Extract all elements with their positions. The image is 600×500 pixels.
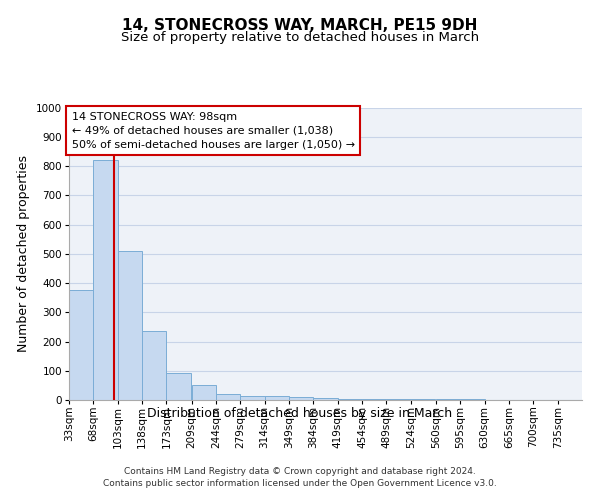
Text: 14 STONECROSS WAY: 98sqm
← 49% of detached houses are smaller (1,038)
50% of sem: 14 STONECROSS WAY: 98sqm ← 49% of detach… (71, 112, 355, 150)
Text: Size of property relative to detached houses in March: Size of property relative to detached ho… (121, 31, 479, 44)
Bar (386, 399, 411, 400)
Bar (142, 332, 166, 400)
Bar (362, 399, 386, 400)
Text: Distribution of detached houses by size in March: Distribution of detached houses by size … (148, 408, 452, 420)
Bar (240, 396, 265, 400)
Bar (289, 397, 313, 400)
Bar (313, 398, 338, 400)
Bar (338, 398, 362, 400)
Bar (94, 160, 118, 400)
Bar (166, 373, 191, 400)
Text: Contains HM Land Registry data © Crown copyright and database right 2024.
Contai: Contains HM Land Registry data © Crown c… (103, 466, 497, 487)
Y-axis label: Number of detached properties: Number of detached properties (17, 155, 31, 352)
Text: 14, STONECROSS WAY, MARCH, PE15 9DH: 14, STONECROSS WAY, MARCH, PE15 9DH (122, 18, 478, 32)
Bar (216, 394, 240, 400)
Bar (118, 251, 142, 400)
Bar (265, 396, 289, 400)
Bar (191, 385, 216, 400)
Bar (69, 290, 94, 400)
